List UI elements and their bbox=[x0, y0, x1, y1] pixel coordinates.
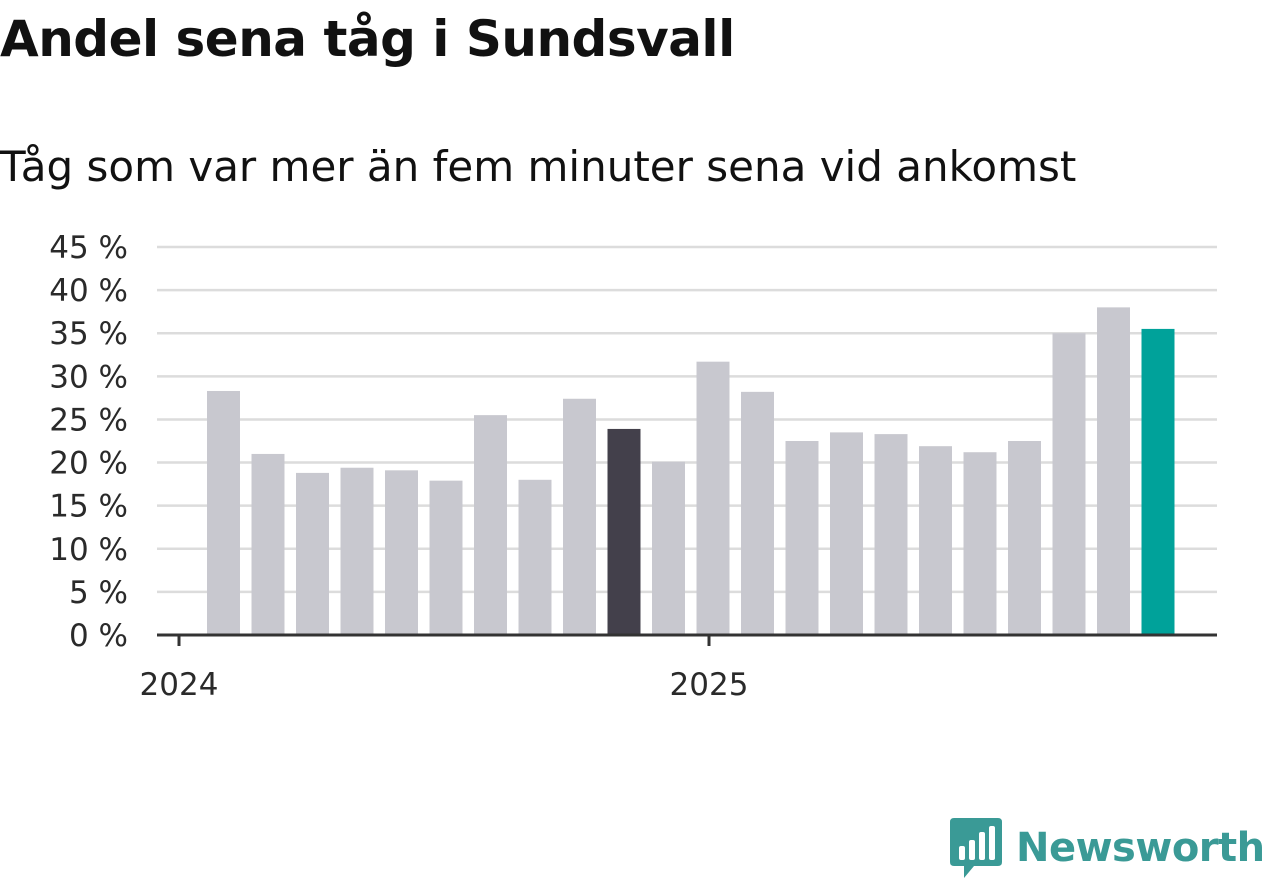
bar bbox=[1008, 441, 1041, 635]
x-axis-ticks: 2024 2025 bbox=[140, 635, 749, 703]
bar bbox=[251, 453, 285, 635]
y-tick-label: 15 % bbox=[49, 489, 128, 525]
bar bbox=[1097, 307, 1130, 635]
bars bbox=[207, 307, 1175, 635]
bar bbox=[296, 472, 329, 635]
newsworthy-logo-icon bbox=[950, 818, 1002, 878]
bar bbox=[919, 446, 952, 635]
y-tick-label: 45 % bbox=[49, 230, 128, 266]
bar bbox=[741, 391, 774, 635]
bar bbox=[652, 461, 685, 635]
y-tick-label: 25 % bbox=[49, 402, 128, 438]
y-tick-label: 40 % bbox=[49, 273, 128, 309]
y-tick-label: 10 % bbox=[49, 532, 128, 568]
bar bbox=[830, 432, 863, 635]
y-axis-ticks: 0 % 5 % 10 % 15 % 20 % 25 % 30 % 35 % 40 % 45 % bbox=[49, 230, 128, 654]
bar bbox=[607, 428, 641, 635]
y-tick-label: 0 % bbox=[69, 618, 128, 654]
brand-logo: Newsworthy bbox=[950, 818, 1262, 878]
bar bbox=[696, 361, 730, 635]
bar bbox=[429, 480, 463, 635]
bar bbox=[518, 479, 552, 635]
bar bbox=[340, 467, 374, 635]
y-tick-label: 20 % bbox=[49, 446, 128, 482]
x-tick-label: 2025 bbox=[670, 667, 749, 703]
bar bbox=[963, 452, 997, 635]
bar bbox=[785, 441, 819, 635]
bar bbox=[1141, 328, 1175, 635]
brand-name: Newsworthy bbox=[1016, 825, 1262, 871]
bar bbox=[207, 390, 240, 635]
bar bbox=[1052, 333, 1086, 635]
y-tick-label: 30 % bbox=[49, 359, 128, 395]
x-tick-label: 2024 bbox=[140, 667, 219, 703]
bar bbox=[874, 434, 908, 635]
y-tick-label: 35 % bbox=[49, 316, 128, 352]
chart-subtitle: Tåg som var mer än fem minuter sena vid … bbox=[0, 142, 1077, 191]
bar bbox=[385, 470, 418, 635]
bar bbox=[474, 415, 507, 635]
chart-title: Andel sena tåg i Sundsvall bbox=[0, 10, 735, 68]
bar bbox=[563, 398, 596, 635]
y-tick-label: 5 % bbox=[69, 575, 128, 611]
